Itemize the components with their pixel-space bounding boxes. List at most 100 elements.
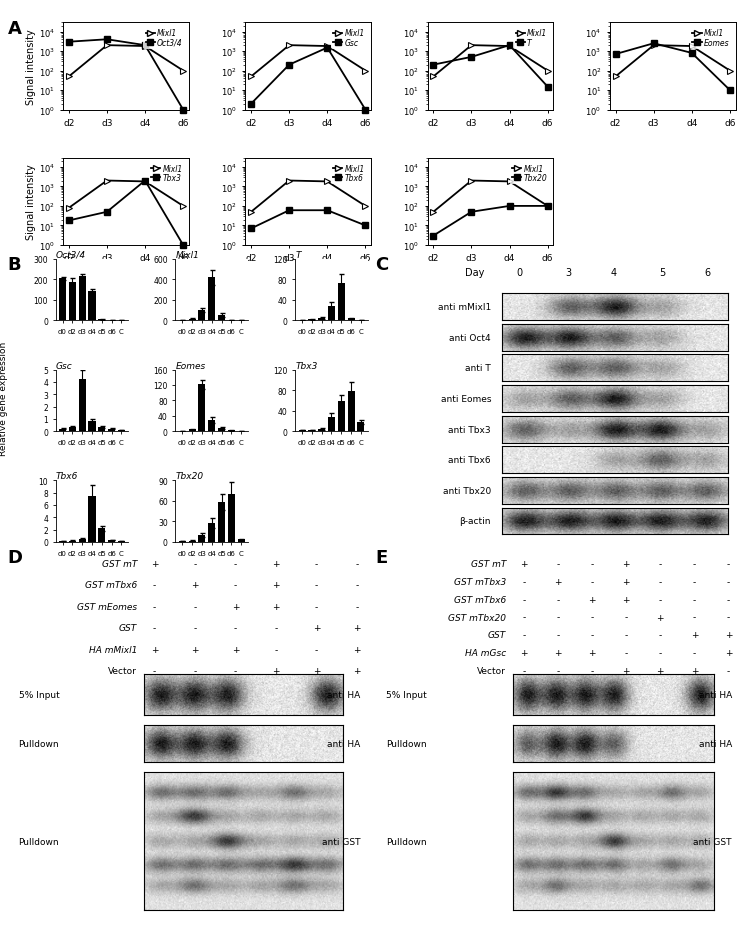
Text: -: - [727,613,730,622]
Text: E: E [375,549,387,566]
Text: +: + [191,580,199,590]
Text: Day: Day [465,268,484,277]
Text: -: - [658,649,662,658]
Text: -: - [625,649,628,658]
Text: -: - [234,667,237,676]
Text: -: - [315,580,318,590]
Bar [69,541,76,542]
Text: Eomes: Eomes [175,362,206,370]
Text: -: - [557,667,559,676]
Text: anti mMixl1: anti mMixl1 [438,303,491,311]
Text: +: + [273,667,280,676]
Text: +: + [724,630,733,640]
Text: +: + [191,645,199,654]
Text: anti GST: anti GST [693,837,732,845]
Text: GST mEomes: GST mEomes [77,603,137,611]
Text: 5% Input: 5% Input [19,691,59,700]
Text: Vector: Vector [477,667,506,676]
Text: -: - [658,595,662,604]
Text: -: - [355,580,359,590]
Legend: Mixl1, Oct3/4: Mixl1, Oct3/4 [143,27,185,50]
Text: -: - [234,559,237,568]
Text: -: - [315,645,318,654]
Bar [59,279,66,321]
Bar [308,320,315,321]
Text: GST mTbx6: GST mTbx6 [454,595,506,604]
Text: +: + [520,559,528,568]
Text: 3: 3 [565,268,571,277]
Bar [318,429,325,432]
Text: -: - [522,613,525,622]
Text: 5: 5 [659,268,666,277]
Legend: Mixl1, Tbx6: Mixl1, Tbx6 [331,162,367,185]
Text: -: - [153,667,156,676]
Text: GST mTbx3: GST mTbx3 [454,578,506,586]
Text: anti Eomes: anti Eomes [441,395,491,403]
Y-axis label: Signal intensity: Signal intensity [26,164,36,240]
Text: Pulldown: Pulldown [386,837,427,845]
Text: -: - [522,595,525,604]
Text: anti T: anti T [465,364,491,373]
Text: +: + [623,595,630,604]
Bar [98,428,106,432]
Text: -: - [193,667,197,676]
Text: +: + [657,613,664,622]
Text: -: - [625,613,628,622]
Bar [328,417,335,432]
Text: +: + [554,578,562,586]
Bar [348,392,354,432]
Legend: Mixl1, Tbx20: Mixl1, Tbx20 [510,162,550,185]
Text: GST: GST [488,630,506,640]
Text: anti HA: anti HA [327,691,360,700]
Text: +: + [232,645,239,654]
Bar [108,429,115,432]
Text: GST mTbx20: GST mTbx20 [448,613,506,622]
Text: +: + [313,667,320,676]
Text: anti HA: anti HA [327,739,360,748]
Legend: Mixl1, Eomes: Mixl1, Eomes [690,27,732,50]
Bar [318,319,325,321]
Text: Tbx3: Tbx3 [295,362,317,370]
Bar [118,430,125,432]
Text: Oct3/4: Oct3/4 [56,250,86,260]
Bar [208,278,215,321]
Text: GST mTbx6: GST mTbx6 [85,580,137,590]
Text: +: + [691,667,698,676]
Bar [328,307,335,321]
Text: -: - [522,630,525,640]
Text: +: + [354,667,361,676]
Text: +: + [151,559,158,568]
Text: +: + [691,630,698,640]
Text: -: - [193,559,197,568]
Text: -: - [522,578,525,586]
Bar [218,315,225,321]
Text: anti HA: anti HA [698,739,732,748]
Text: 4: 4 [610,268,617,277]
Text: Pulldown: Pulldown [386,739,427,748]
Text: anti Tbx20: anti Tbx20 [443,487,491,495]
Text: -: - [591,667,594,676]
Text: +: + [354,645,361,654]
Text: +: + [354,624,361,632]
Text: -: - [193,624,197,632]
Text: -: - [692,595,696,604]
Text: Gsc: Gsc [56,362,73,370]
Text: -: - [234,624,237,632]
Bar [208,523,215,542]
Text: -: - [727,595,730,604]
Text: -: - [658,559,662,568]
Bar [299,431,305,432]
Text: GST mT: GST mT [102,559,137,568]
Text: -: - [557,613,559,622]
Bar [69,428,76,432]
Text: +: + [520,649,528,658]
Text: +: + [554,649,562,658]
Text: -: - [692,613,696,622]
Bar [218,502,225,542]
Bar [59,429,66,432]
Text: -: - [153,580,156,590]
Text: -: - [234,580,237,590]
Text: +: + [623,559,630,568]
Text: GST mT: GST mT [471,559,506,568]
Text: HA mGsc: HA mGsc [465,649,506,658]
